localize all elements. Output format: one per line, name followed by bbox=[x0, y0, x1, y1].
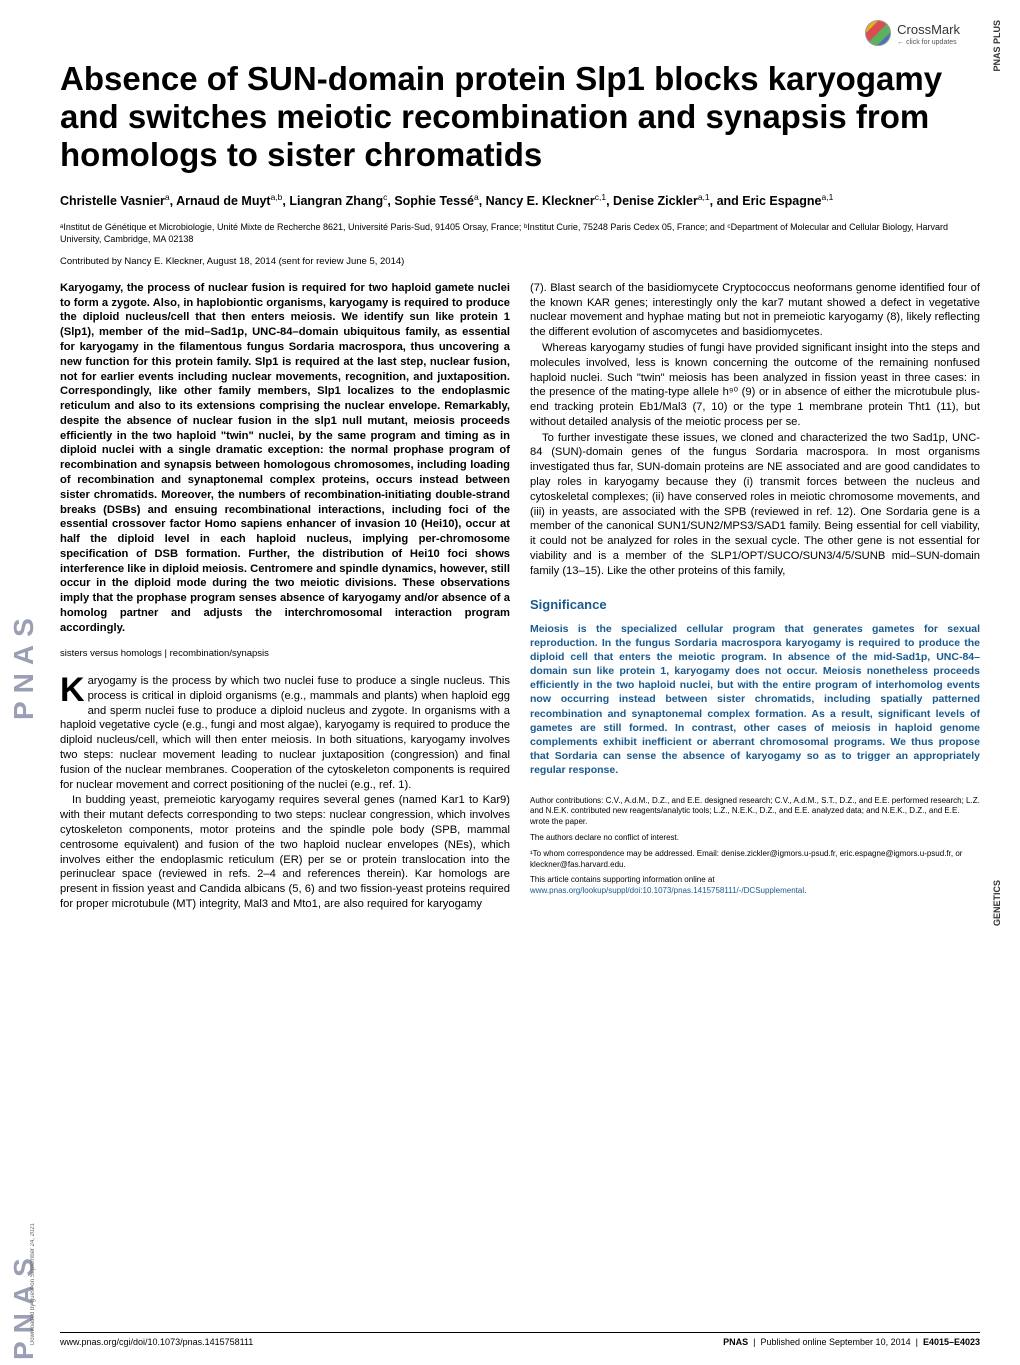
author-contributions: Author contributions: C.V., A.d.M., D.Z.… bbox=[530, 796, 980, 828]
footer-citation: PNAS | Published online September 10, 20… bbox=[723, 1337, 980, 1347]
page-footer: www.pnas.org/cgi/doi/10.1073/pnas.141575… bbox=[60, 1332, 980, 1347]
body-r1: (7). Blast search of the basidiomycete C… bbox=[530, 281, 980, 340]
affiliations: ᵃInstitut de Génétique et Microbiologie,… bbox=[60, 222, 980, 245]
two-column-body: Karyogamy, the process of nuclear fusion… bbox=[60, 281, 980, 913]
crossmark-sublabel: ← click for updates bbox=[897, 39, 960, 46]
crossmark-icon bbox=[865, 20, 891, 46]
contributed-line: Contributed by Nancy E. Kleckner, August… bbox=[60, 256, 980, 267]
crossmark-label: CrossMark bbox=[897, 22, 960, 37]
abstract: Karyogamy, the process of nuclear fusion… bbox=[60, 281, 510, 636]
keywords: sisters versus homologs | recombination/… bbox=[60, 648, 510, 661]
significance-box: Significance Meiosis is the specialized … bbox=[530, 588, 980, 785]
supplemental-suffix: . bbox=[804, 886, 806, 895]
supplemental: This article contains supporting informa… bbox=[530, 875, 980, 897]
supplemental-link[interactable]: www.pnas.org/lookup/suppl/doi:10.1073/pn… bbox=[530, 886, 804, 895]
body-p2: In budding yeast, premeiotic karyogamy r… bbox=[60, 793, 510, 911]
footer-pages: E4015–E4023 bbox=[923, 1337, 980, 1347]
pnas-plus-tab: PNAS PLUS bbox=[992, 20, 1002, 72]
significance-title: Significance bbox=[530, 596, 980, 613]
conflict-statement: The authors declare no conflict of inter… bbox=[530, 833, 980, 844]
supplemental-prefix: This article contains supporting informa… bbox=[530, 875, 715, 884]
correspondence: ¹To whom correspondence may be addressed… bbox=[530, 849, 980, 871]
body-p1-text: aryogamy is the process by which two nuc… bbox=[60, 675, 510, 790]
footer-journal: PNAS bbox=[723, 1337, 748, 1347]
footer-date: Published online September 10, 2014 bbox=[760, 1337, 910, 1347]
body-r2: Whereas karyogamy studies of fungi have … bbox=[530, 341, 980, 430]
crossmark-label-wrap: CrossMark ← click for updates bbox=[897, 21, 960, 46]
significance-text: Meiosis is the specialized cellular prog… bbox=[530, 622, 980, 778]
footnotes: Author contributions: C.V., A.d.M., D.Z.… bbox=[530, 796, 980, 897]
dropcap: K bbox=[60, 674, 88, 705]
left-column: Karyogamy, the process of nuclear fusion… bbox=[60, 281, 510, 913]
article-title: Absence of SUN-domain protein Slp1 block… bbox=[60, 60, 980, 174]
pnas-logo-vertical-1: PNAS bbox=[8, 120, 40, 720]
crossmark-badge[interactable]: CrossMark ← click for updates bbox=[865, 20, 960, 46]
pnas-sidebar: PNAS PNAS bbox=[0, 0, 48, 1365]
genetics-tab: GENETICS bbox=[992, 880, 1002, 926]
right-column: (7). Blast search of the basidiomycete C… bbox=[530, 281, 980, 913]
body-r3: To further investigate these issues, we … bbox=[530, 431, 980, 579]
main-content: Absence of SUN-domain protein Slp1 block… bbox=[60, 60, 980, 913]
footer-doi: www.pnas.org/cgi/doi/10.1073/pnas.141575… bbox=[60, 1337, 253, 1347]
body-p1: Karyogamy is the process by which two nu… bbox=[60, 674, 510, 792]
download-note: Downloaded by guest on September 24, 202… bbox=[30, 1223, 36, 1345]
author-list: Christelle Vasniera, Arnaud de Muyta,b, … bbox=[60, 192, 980, 211]
